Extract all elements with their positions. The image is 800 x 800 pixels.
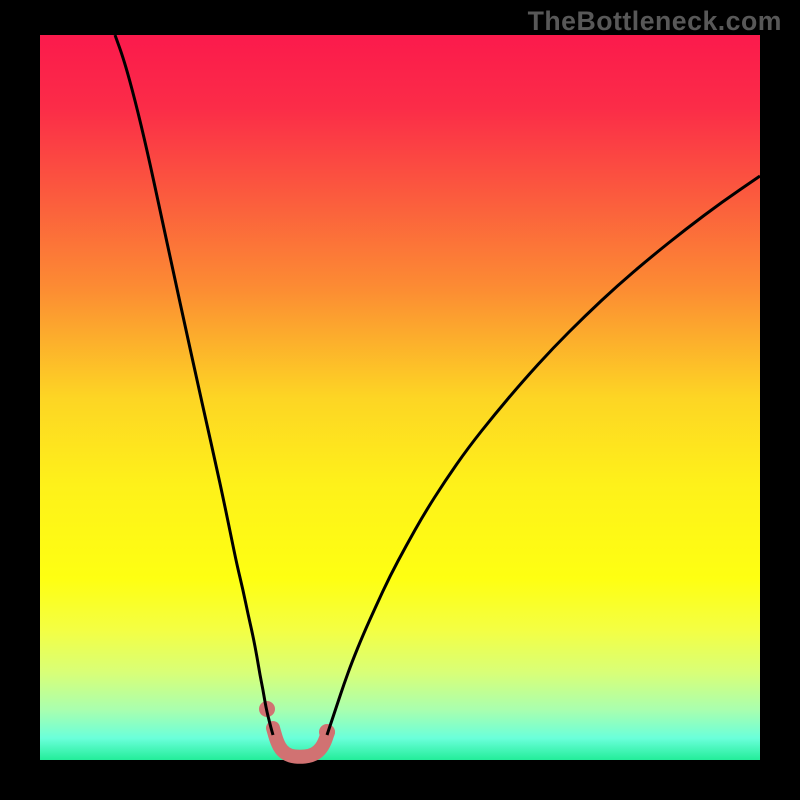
plot-background-gradient	[40, 35, 760, 760]
figure-canvas: TheBottleneck.com	[0, 0, 800, 800]
watermark-text: TheBottleneck.com	[528, 6, 782, 37]
